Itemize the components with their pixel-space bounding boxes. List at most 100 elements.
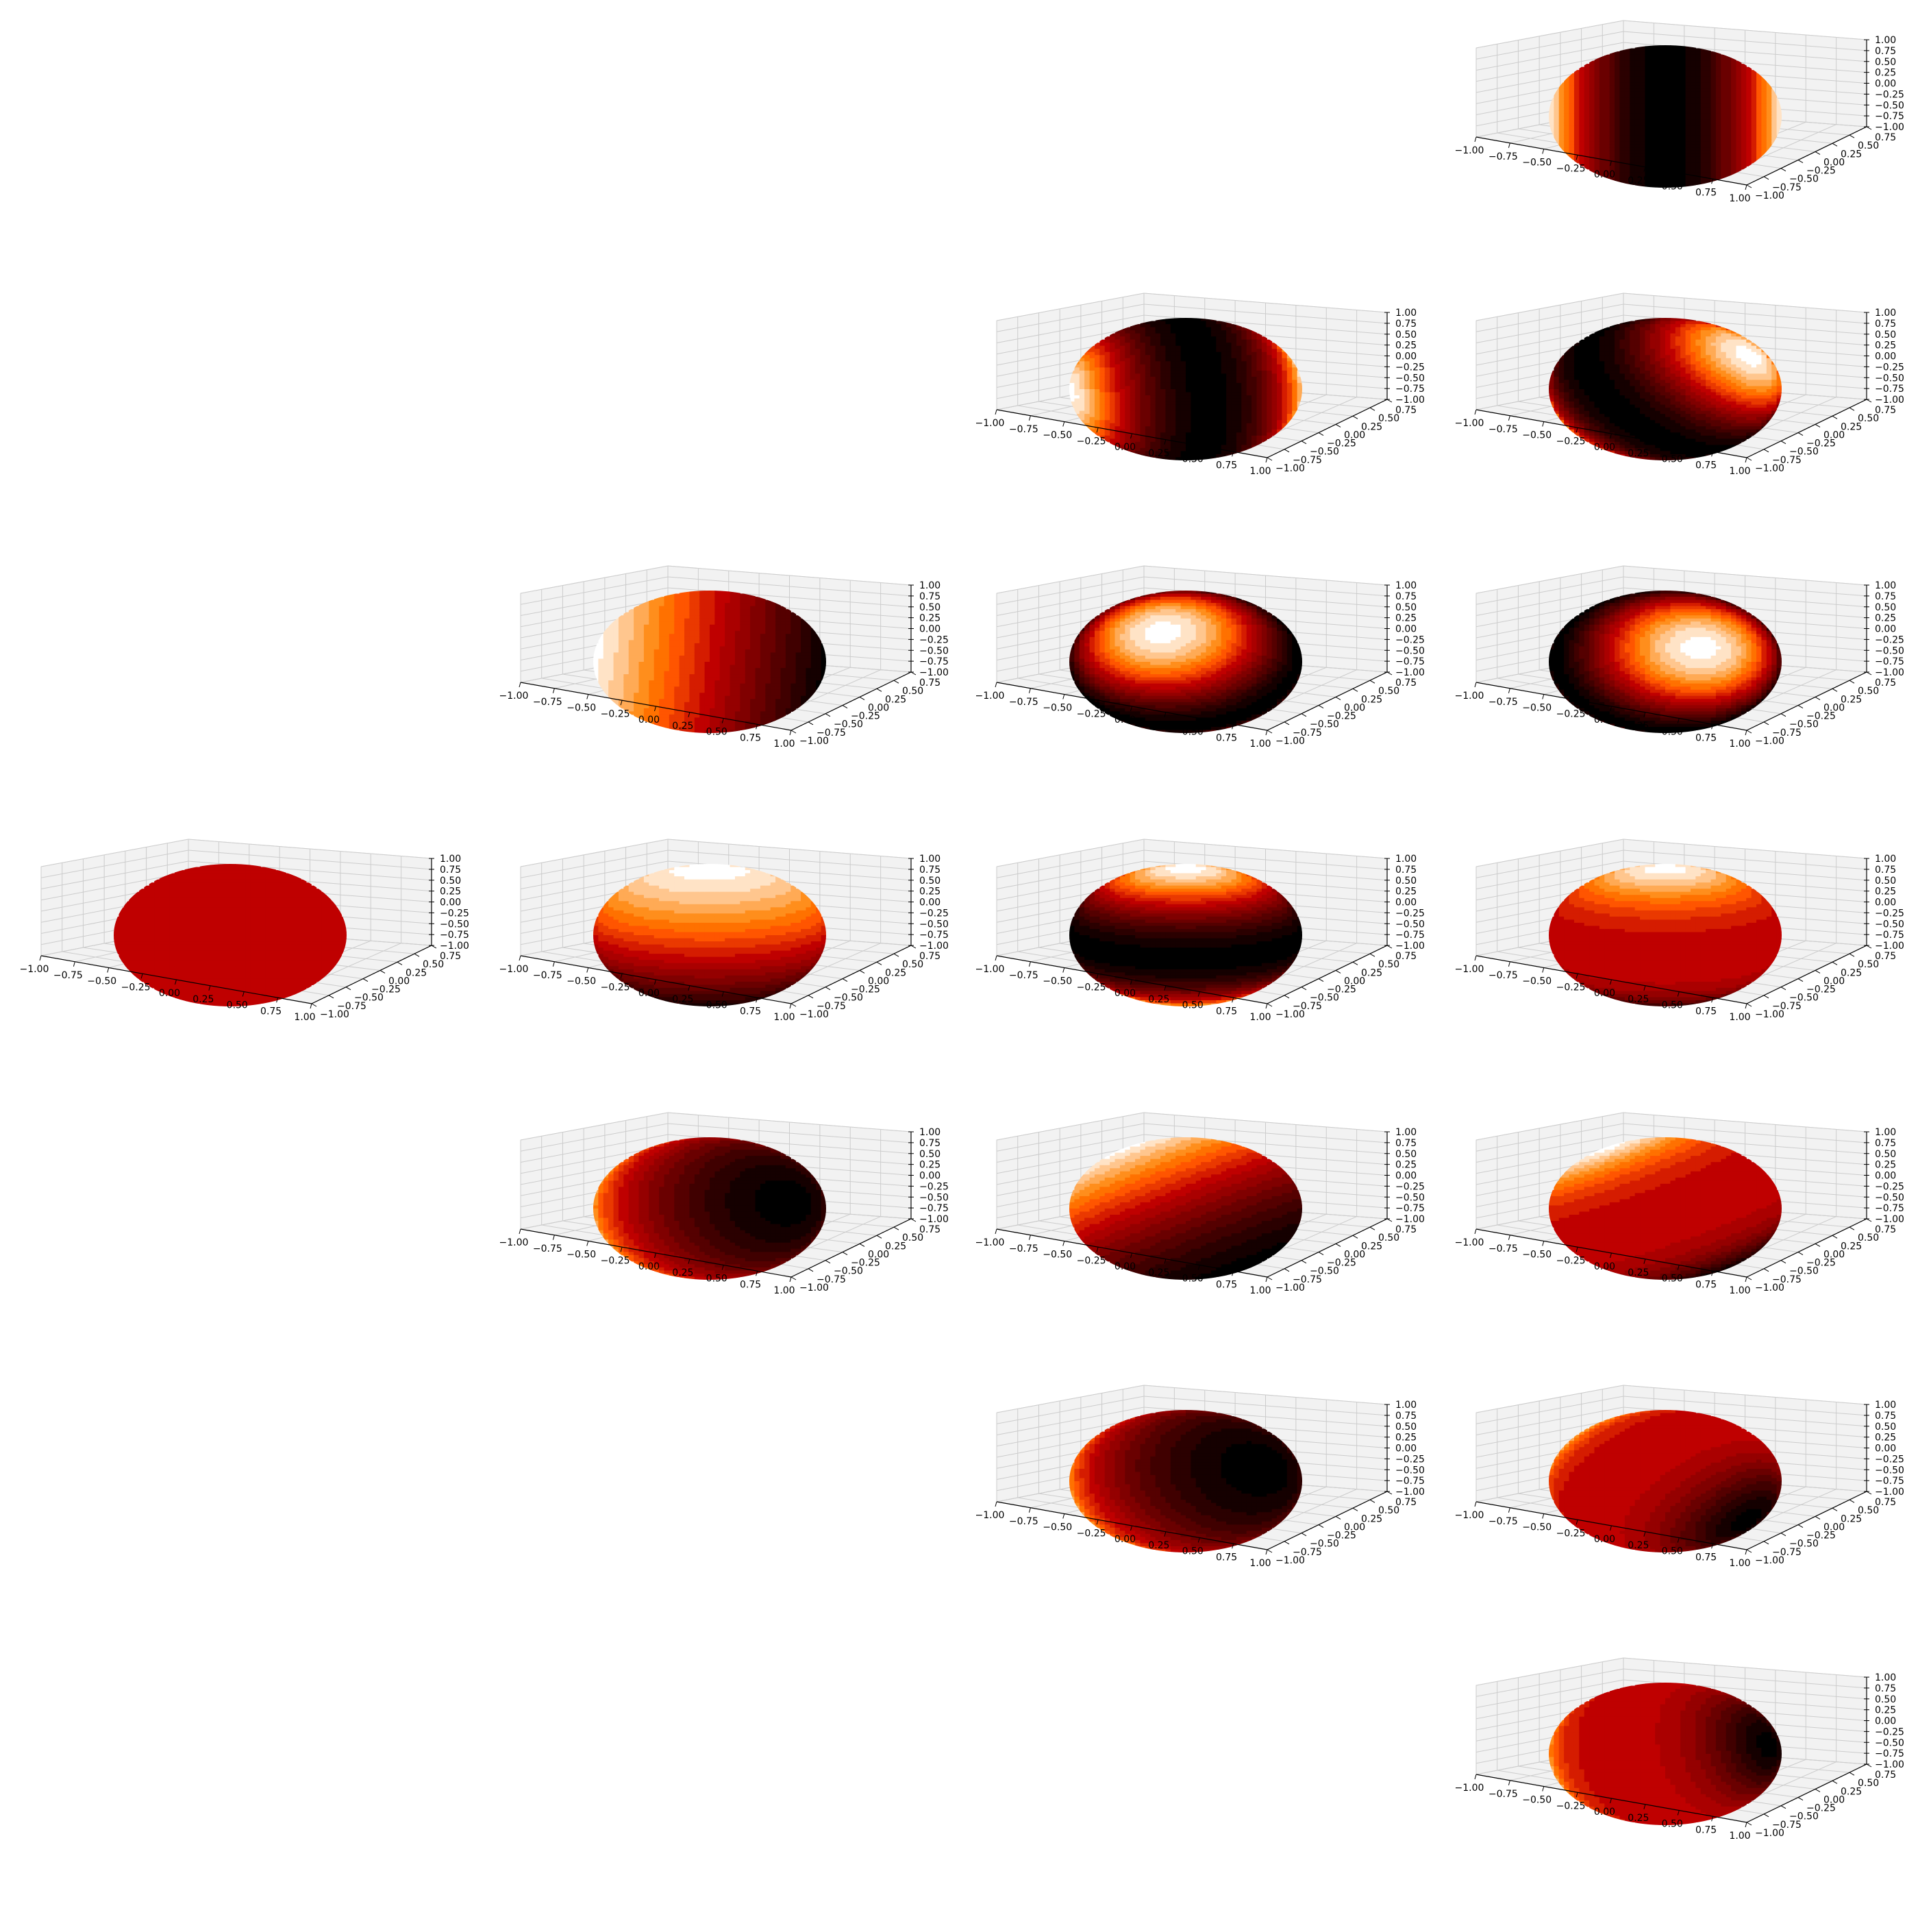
surface-cell [169,913,175,917]
surface-cell [210,954,215,957]
surface-cell [756,892,761,895]
surface-cell [750,686,756,690]
surface-cell [251,954,256,957]
surface-cell [190,929,195,932]
surface-cell [674,913,680,917]
surface-cell [306,976,312,979]
surface-cell [119,919,124,923]
surface-cell [720,606,725,610]
surface-cell [644,686,649,690]
surface-cell [786,631,791,634]
surface-cell [756,966,761,969]
surface-cell [816,680,821,684]
surface-cell [614,662,619,665]
surface-cell [316,969,322,973]
surface-cell [260,997,266,1000]
surface-cell [134,939,140,942]
surface-cell [639,913,645,917]
surface-cell [689,919,695,923]
surface-cell [699,867,705,871]
surface-cell [614,658,619,662]
surface-cell [634,686,639,690]
surface-cell [332,919,337,923]
surface-cell [245,976,251,979]
surface-cell [750,708,756,712]
surface-cell [608,693,614,696]
surface-cell [619,621,624,625]
surface-cell [179,997,185,1000]
surface-cell [321,941,327,945]
surface-cell [674,693,680,696]
surface-cell [695,662,700,665]
surface-cell [175,901,180,904]
surface-cell [639,904,645,908]
surface-cell [790,656,796,659]
surface-cell [684,886,690,889]
surface-cell [714,674,720,678]
surface-cell [649,686,654,690]
surface-cell [644,696,649,699]
surface-cell [306,923,312,926]
surface-cell [760,957,766,961]
surface-cell [281,935,286,939]
surface-cell [710,591,715,594]
surface-cell [598,951,603,954]
surface-cell [598,929,603,932]
surface-cell [699,649,705,653]
surface-cell [714,637,720,641]
surface-cell [680,699,685,702]
surface-cell [750,656,756,659]
surface-cell [745,948,751,951]
surface-cell [210,941,215,945]
surface-cell [745,972,751,976]
surface-cell [780,646,786,649]
y-tick [860,697,864,699]
surface-cell [603,948,609,951]
surface-cell [139,907,145,911]
surface-cell [271,907,276,911]
surface-cell [220,1003,225,1006]
surface-cell [689,941,695,945]
surface-cell [154,886,160,889]
surface-cell [225,864,231,867]
surface-cell [720,904,725,908]
surface-cell [276,963,282,967]
surface-cell [760,919,766,923]
surface-cell [251,932,256,935]
surface-cell [245,932,251,935]
surface-cell [240,966,246,969]
surface-cell [639,935,645,939]
surface-cell [336,939,342,942]
x-tick-label: 0.00 [159,988,180,999]
surface-cell [669,680,675,684]
surface-cell [669,662,675,665]
surface-cell [195,957,200,961]
surface-cell [286,978,291,982]
surface-cell [780,628,786,631]
surface-cell [644,606,649,610]
surface-cell [735,982,740,985]
surface-cell [256,898,261,902]
surface-cell [629,926,634,929]
surface-cell [725,609,730,612]
surface-cell [634,913,639,917]
surface-cell [654,963,660,967]
surface-cell [699,957,705,961]
surface-cell [750,727,756,730]
surface-cell [245,957,251,961]
surface-cell [644,619,649,622]
surface-cell [190,923,195,926]
surface-cell [260,892,266,895]
surface-cell [780,711,786,715]
surface-cell [790,680,796,684]
surface-cell [714,668,720,671]
surface-cell [271,935,276,939]
surface-cell [311,951,316,954]
surface-cell [680,668,685,671]
surface-cell [332,948,337,951]
surface-cell [179,939,185,942]
surface-cell [680,646,685,649]
surface-cell [210,951,215,954]
surface-cell [286,972,291,976]
surface-cell [664,665,669,669]
